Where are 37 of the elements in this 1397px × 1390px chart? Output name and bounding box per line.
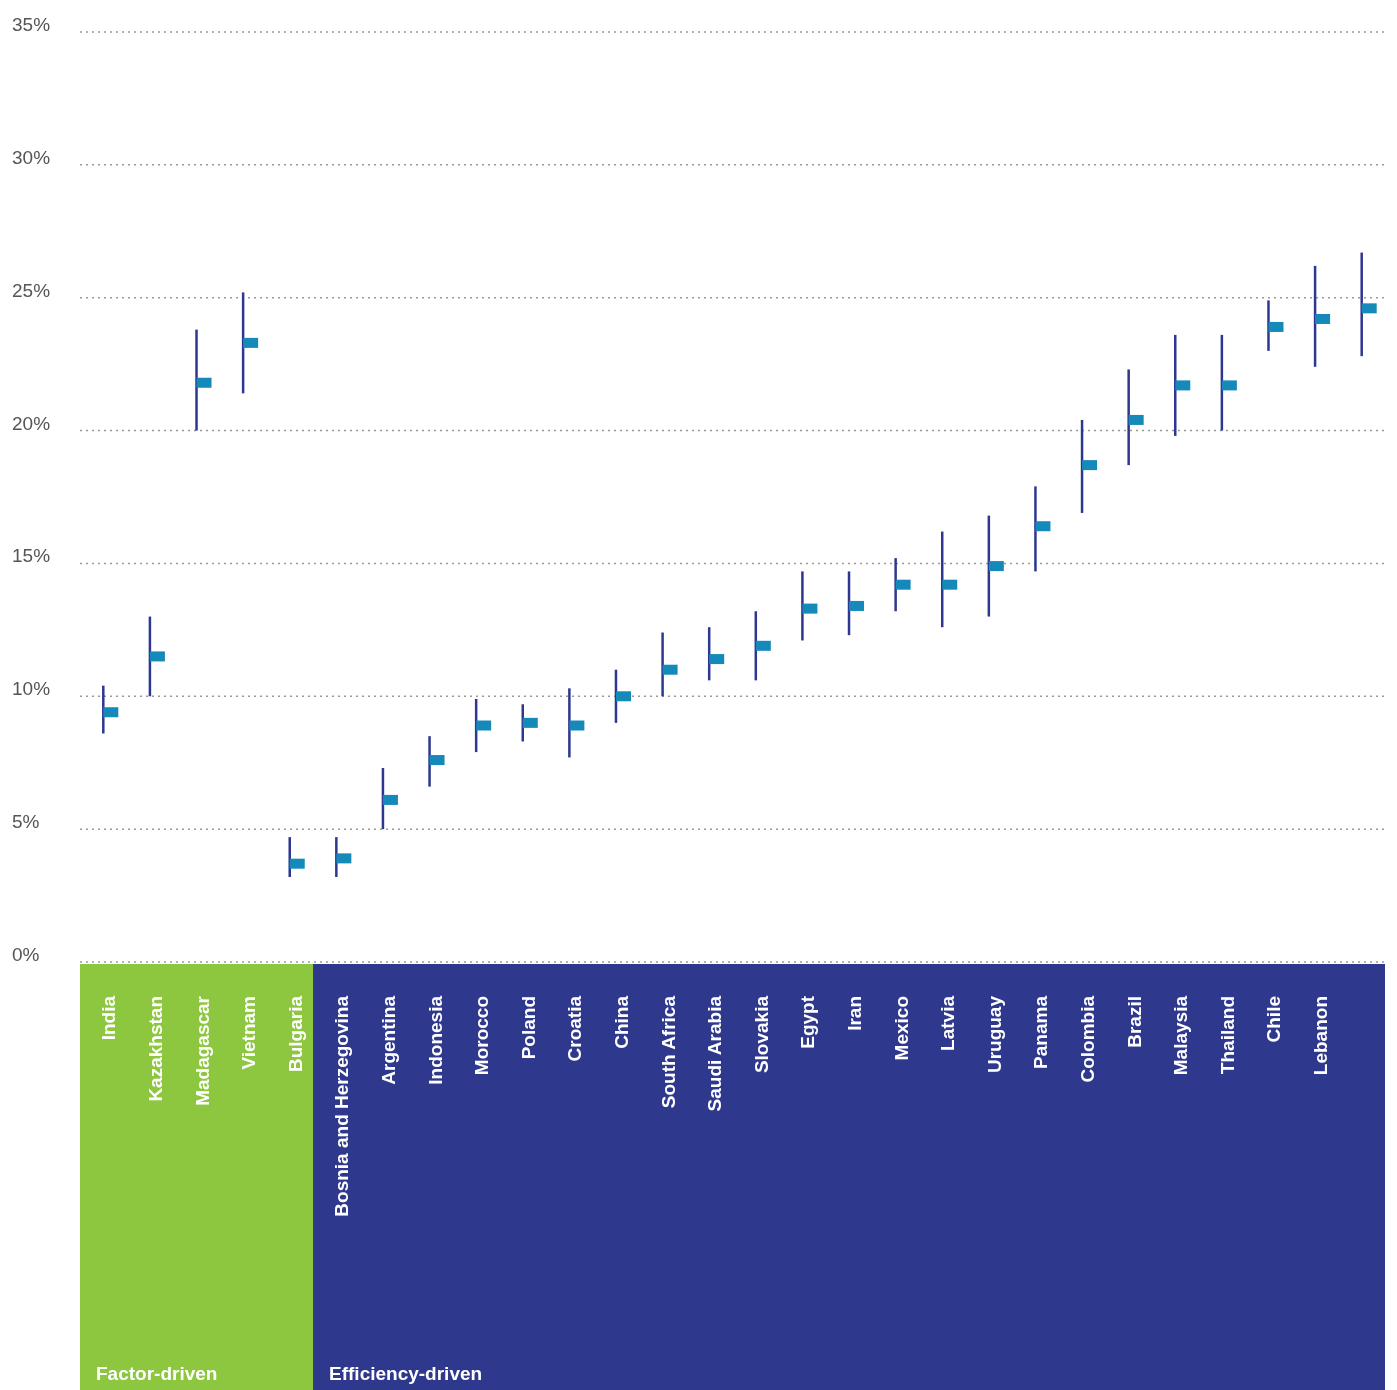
x-tick-label: Indonesia xyxy=(424,995,446,1085)
text: Efficiency-driven xyxy=(329,1363,483,1384)
x-tick-label: Thailand xyxy=(1216,996,1238,1075)
y-tick-label: 25% xyxy=(12,279,51,301)
text: Factor-driven xyxy=(96,1363,218,1384)
x-tick-label: Saudi Arabia xyxy=(704,995,726,1112)
x-tick-label: Chile xyxy=(1263,996,1285,1043)
x-tick-label: Latvia xyxy=(937,995,959,1051)
y-tick-label: 0% xyxy=(12,944,40,966)
x-tick-label: Bosnia and Herzegovina xyxy=(331,995,353,1217)
x-tick-label: Argentina xyxy=(377,995,399,1085)
x-tick-label: Uruguay xyxy=(983,995,1005,1074)
y-tick-label: 35% xyxy=(12,14,51,36)
x-tick-label: South Africa xyxy=(657,995,679,1109)
y-tick-label: 20% xyxy=(12,412,51,434)
x-tick-label: Madagascar xyxy=(191,995,213,1106)
x-tick-label: Bulgaria xyxy=(284,995,306,1073)
x-tick-label: Colombia xyxy=(1077,995,1099,1083)
y-tick-label: 30% xyxy=(12,146,51,168)
x-tick-label: India xyxy=(98,995,120,1041)
x-tick-label: China xyxy=(611,995,632,1049)
x-tick-label: Vietnam xyxy=(238,996,260,1070)
x-tick-label: Croatia xyxy=(564,995,586,1062)
x-tick-label: Morocco xyxy=(471,996,493,1076)
y-tick-label: 15% xyxy=(12,545,51,567)
x-tick-label: Egypt xyxy=(797,995,819,1049)
x-tick-label: Slovakia xyxy=(750,995,772,1074)
x-tick-label: Malaysia xyxy=(1170,995,1192,1076)
x-tick-label: Kazakhstan xyxy=(144,996,166,1102)
y-tick-label: 10% xyxy=(12,678,51,700)
x-tick-label: Lebanon xyxy=(1310,996,1332,1076)
x-tick-label: Mexico xyxy=(890,996,912,1061)
x-tick-label: Iran xyxy=(844,996,866,1031)
x-tick-label: Poland xyxy=(517,996,539,1060)
y-tick-label: 5% xyxy=(12,811,40,833)
x-tick-label: Brazil xyxy=(1123,996,1145,1048)
x-tick-label: Panama xyxy=(1030,995,1052,1069)
